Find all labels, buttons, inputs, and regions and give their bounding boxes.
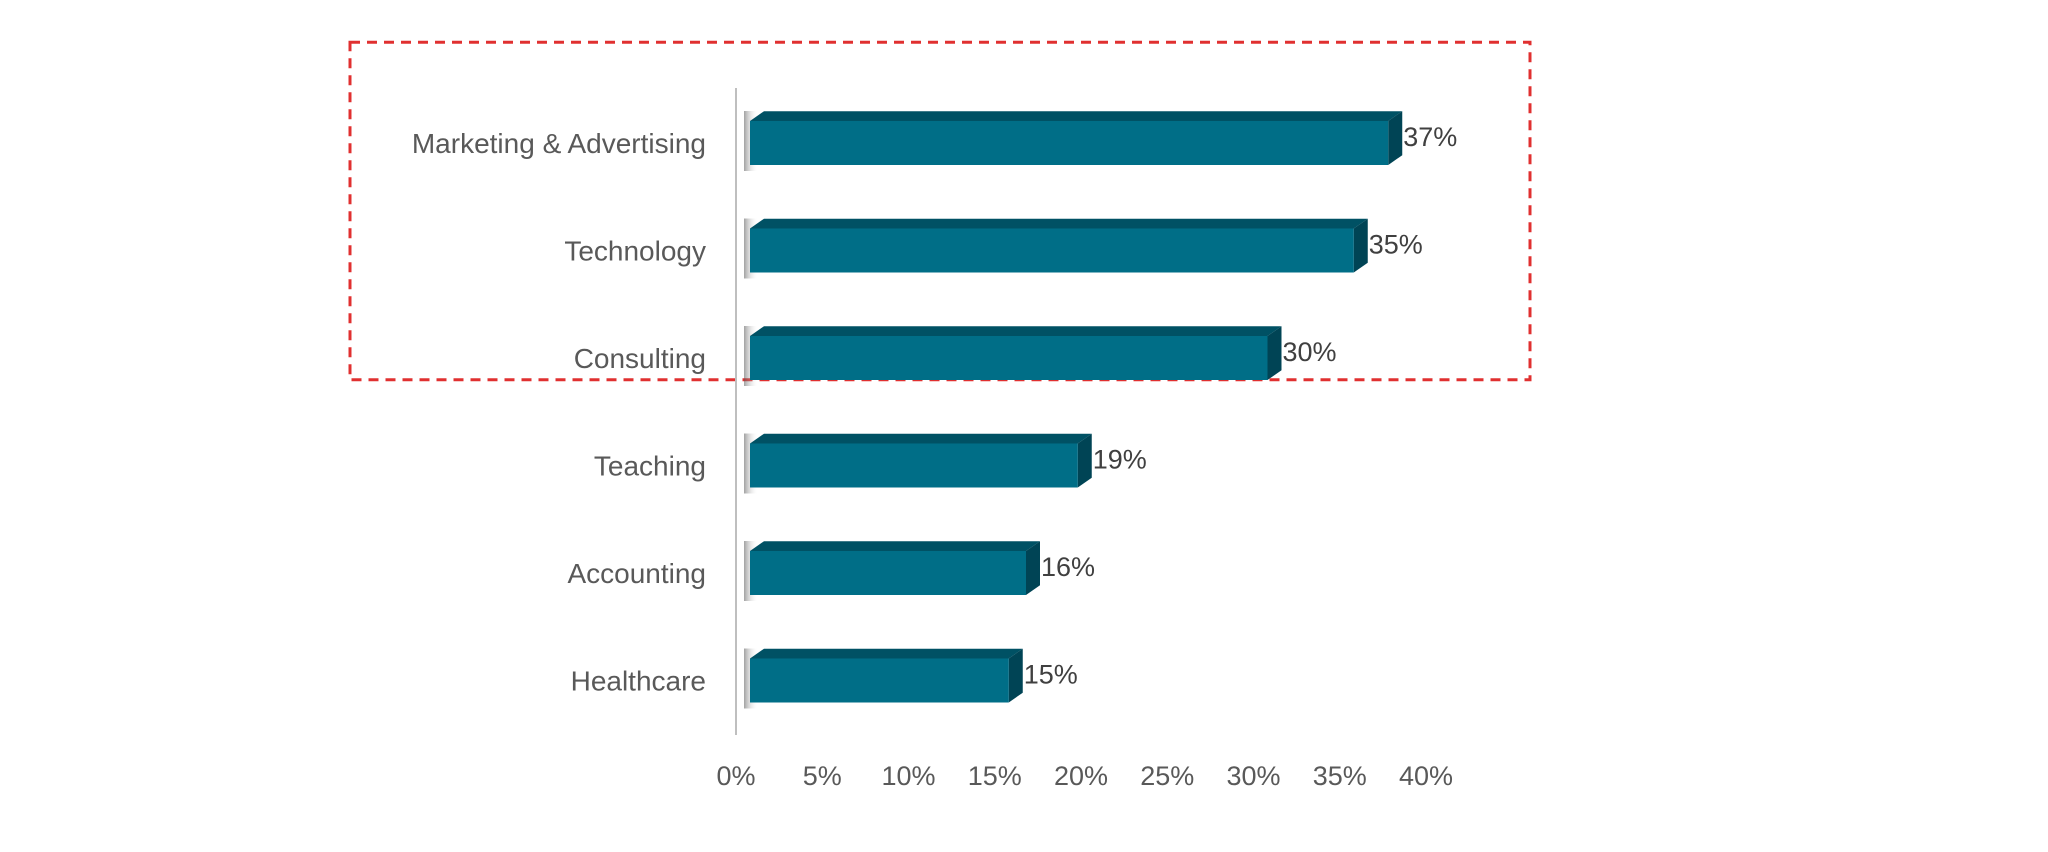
bar-front-face	[750, 336, 1268, 380]
bar-healthcare	[744, 648, 1023, 709]
bar-consulting	[744, 326, 1282, 386]
category-label: Technology	[564, 236, 706, 267]
bar-accounting	[744, 541, 1040, 601]
category-label: Marketing & Advertising	[412, 128, 706, 159]
bar-side-face	[1008, 648, 1023, 703]
bar-side-face	[1267, 326, 1282, 380]
bar-side-face	[1026, 541, 1040, 595]
bar-side-face	[1077, 433, 1092, 488]
bar-top-face	[750, 111, 1403, 121]
category-label: Consulting	[574, 343, 706, 374]
category-label: Teaching	[594, 451, 706, 482]
bar-side-face	[1353, 218, 1368, 273]
x-tick-label: 35%	[1313, 761, 1367, 791]
x-tick-label: 30%	[1226, 761, 1280, 791]
x-tick-label: 10%	[881, 761, 935, 791]
bar-teaching	[744, 433, 1092, 494]
x-tick-label: 25%	[1140, 761, 1194, 791]
bar-top-face	[750, 218, 1368, 229]
data-label: 30%	[1283, 337, 1337, 367]
bar-front-face	[750, 443, 1078, 488]
bar-front-face	[750, 658, 1009, 703]
bar-front-face	[750, 121, 1389, 165]
highlight-box	[348, 40, 1532, 382]
bar-side-face	[1388, 111, 1403, 165]
bar-front-face	[750, 228, 1354, 273]
x-tick-label: 40%	[1399, 761, 1453, 791]
bar-front-face	[750, 551, 1026, 595]
category-label: Accounting	[567, 558, 706, 589]
x-tick-label: 0%	[716, 761, 755, 791]
data-label: 19%	[1093, 445, 1147, 475]
category-label: Healthcare	[571, 666, 706, 697]
bar-marketing-and-advertising	[744, 111, 1403, 171]
data-label: 15%	[1024, 660, 1078, 690]
data-label: 37%	[1403, 122, 1457, 152]
data-label: 35%	[1369, 230, 1423, 260]
bar-technology	[744, 218, 1368, 279]
bar-top-face	[750, 433, 1092, 444]
x-tick-label: 15%	[968, 761, 1022, 791]
bar-top-face	[750, 326, 1282, 336]
bar-top-face	[750, 541, 1040, 551]
x-tick-label: 20%	[1054, 761, 1108, 791]
bar-top-face	[750, 648, 1023, 659]
x-tick-label: 5%	[803, 761, 842, 791]
data-label: 16%	[1041, 552, 1095, 582]
